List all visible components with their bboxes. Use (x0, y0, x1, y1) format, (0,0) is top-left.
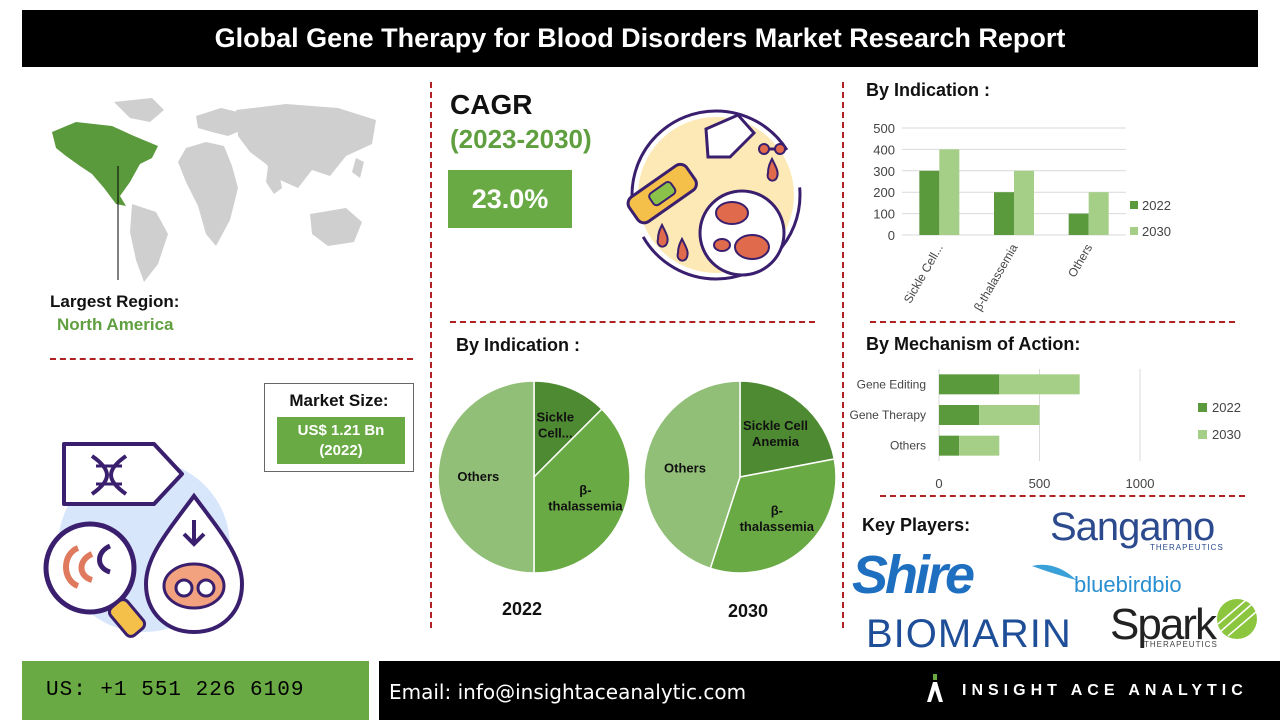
pie-slice (739, 380, 836, 478)
indication-bar-heading: By Indication : (866, 80, 991, 100)
divider-cagr (450, 321, 815, 323)
bar-2030 (1014, 170, 1034, 235)
sangamo-logo: Sangamo THERAPEUTICS (1050, 505, 1223, 552)
pie-slice (643, 380, 741, 570)
divider-indication (870, 321, 1235, 323)
largest-region-value: North America (57, 315, 174, 334)
mechanism-heading: By Mechanism of Action: (866, 334, 1081, 354)
legend-swatch-2030 (1130, 227, 1138, 235)
sangamo-logo-subtext: THERAPEUTICS (1150, 543, 1224, 552)
x-tick-label: 1000 (1126, 476, 1155, 491)
footer-email[interactable]: Email: info@insightaceanalytic.com (389, 680, 747, 704)
spark-logo-subtext: THERAPEUTICS (1144, 640, 1218, 649)
bar-2030 (959, 435, 1000, 456)
market-size-value: US$ 1.21 Bn (297, 421, 385, 439)
bar-2022 (919, 170, 940, 235)
divider-region (50, 358, 413, 360)
divider-left (430, 82, 432, 628)
pie-chart-2030: Sickle Cell Anemia β-thalassemia Others (643, 380, 837, 574)
pie-slice (533, 408, 631, 574)
y-tick-label: 0 (888, 228, 895, 243)
insightace-logo-icon (927, 674, 943, 702)
legend-swatch-2030 (1198, 430, 1207, 439)
y-tick-label: Gene Therapy (850, 408, 927, 422)
slice-label: Others (457, 469, 499, 484)
bar-2022 (939, 435, 960, 456)
legend-swatch-2022 (1198, 403, 1207, 412)
footer-phone[interactable]: US: +1 551 226 6109 (46, 679, 305, 702)
y-tick-label: 100 (873, 207, 895, 222)
bar-2022 (939, 405, 980, 425)
indication-pie-heading: By Indication : (456, 335, 581, 355)
y-tick-label: 400 (873, 142, 895, 157)
legend-label: 2030 (1142, 224, 1171, 239)
key-players-heading: Key Players: (862, 515, 971, 535)
bar-2030 (1088, 192, 1109, 235)
largest-region-label: Largest Region: (50, 292, 180, 311)
y-tick-label: 500 (873, 121, 895, 136)
x-tick-label: 500 (1029, 476, 1051, 491)
biomarin-logo-text: BIOMARIN (866, 612, 1072, 656)
y-tick-label: Gene Editing (857, 377, 926, 391)
bar-2022 (939, 374, 1000, 395)
cagr-label: CAGR (450, 89, 533, 120)
pie-chart-2022: Sickle Cell... β-thalassemia Others (437, 380, 631, 574)
cagr-value-box: 23.0% (448, 170, 572, 228)
market-size-value-box: US$ 1.21 Bn (2022) (277, 417, 405, 464)
divider-right (842, 82, 844, 628)
legend-label: 2022 (1212, 400, 1241, 415)
sangamo-logo-text: Sangamo (1050, 505, 1215, 549)
cagr-value: 23.0% (471, 183, 549, 214)
market-size-year: (2022) (319, 441, 363, 459)
y-tick-label: 200 (873, 185, 895, 200)
bar-2022 (1068, 213, 1089, 235)
slice-label: Others (664, 460, 706, 475)
footer-brand: INSIGHT ACE ANALYTIC (962, 682, 1248, 699)
pie-slice (709, 458, 837, 574)
footer-phone-bar: US: +1 551 226 6109 (22, 661, 369, 720)
pie-slice (533, 380, 603, 479)
x-tick-label: 0 (935, 476, 942, 491)
title-bar: Global Gene Therapy for Blood Disorders … (22, 10, 1258, 67)
bar-2022 (994, 192, 1014, 235)
biomarin-logo: BIOMARIN (866, 612, 1072, 657)
slice-label: β-thalassemia (548, 482, 623, 513)
legend-label: 2030 (1212, 427, 1241, 442)
spark-logo: Spark THERAPEUTICS (1110, 599, 1257, 650)
slice-label: Sickle Cell Anemia (743, 418, 808, 449)
slice-label: Sickle Cell... (537, 410, 575, 441)
legend-swatch-2022 (1130, 201, 1138, 209)
x-tick-label: Sickle Cell... (901, 242, 946, 306)
pie-2030-year: 2030 (728, 601, 769, 621)
legend-label: 2022 (1142, 198, 1171, 213)
bar-2030 (999, 374, 1080, 395)
page-title: Global Gene Therapy for Blood Disorders … (214, 23, 1066, 53)
bar-2030 (939, 149, 960, 235)
y-tick-label: Others (890, 439, 926, 453)
bluebirdbio-logo-text: bluebirdbio (1074, 572, 1182, 597)
market-size-box: Market Size: US$ 1.21 Bn (2022) (264, 383, 414, 472)
shire-logo: Shire (852, 544, 975, 606)
shire-logo-text: Shire (852, 545, 975, 605)
footer-email-bar: Email: info@insightaceanalytic.com INSIG… (379, 661, 1280, 720)
spark-leaf-icon (1217, 599, 1257, 639)
pie-slice (437, 380, 535, 574)
north-america-highlight (52, 122, 158, 206)
gene-therapy-icon (43, 442, 245, 638)
mechanism-bar-chart: 0 500 1000 Gene Editing Gene Therapy Others 20… (850, 369, 1241, 491)
cagr-period: (2023-2030) (450, 124, 592, 154)
indication-bar-chart: 0 100 200 300 400 500 Sickle Cell... β-thalasse… (873, 121, 1171, 313)
blood-cells-icon (626, 109, 802, 281)
spark-logo-text: Spark (1110, 600, 1217, 649)
bluebird-icon (1032, 564, 1076, 580)
world-map-icon (52, 98, 376, 282)
x-tick-label: β-thalassemia (971, 241, 1021, 313)
y-tick-label: 300 (873, 164, 895, 179)
bar-2030 (979, 405, 1040, 425)
divider-mechanism (880, 495, 1245, 497)
market-size-label: Market Size: (289, 391, 389, 410)
pie-2022-year: 2022 (502, 599, 543, 619)
slice-label: β-thalassemia (740, 503, 815, 534)
x-tick-label: Others (1065, 242, 1095, 280)
